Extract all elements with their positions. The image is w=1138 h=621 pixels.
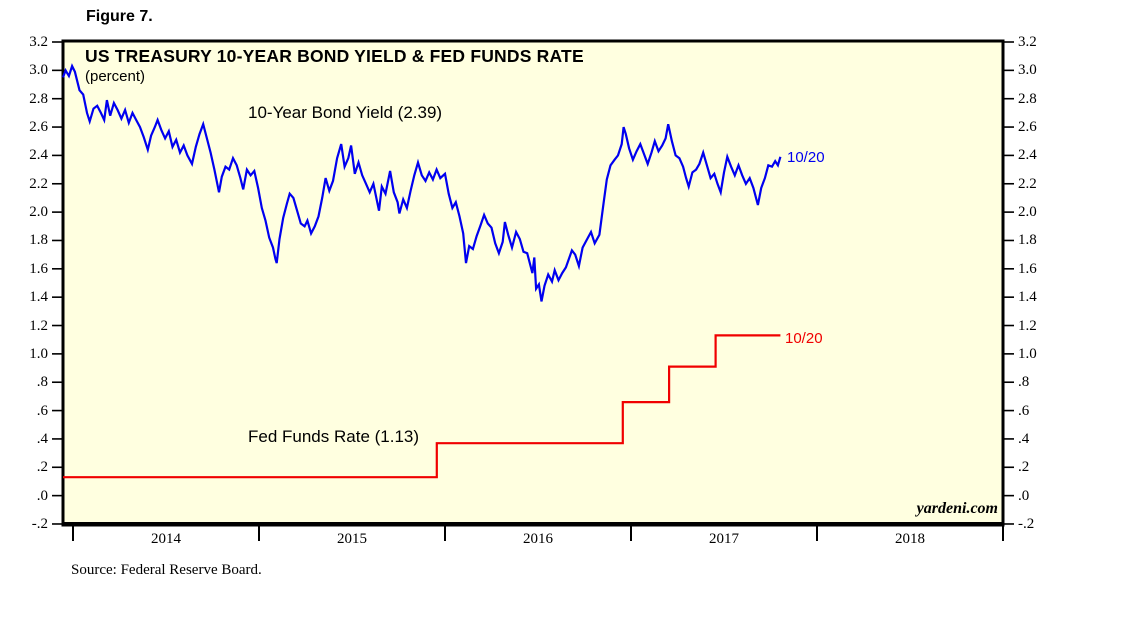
bond-yield-series-label: 10-Year Bond Yield (2.39) [248,103,443,122]
y-tick-label-left: .2 [36,459,48,476]
y-tick-label-left: 2.8 [29,90,48,107]
fed-funds-line [63,334,781,479]
y-tick-label-left: 1.8 [29,232,48,249]
x-tick-label: 2017 [709,531,739,547]
y-tick-label-left: .6 [36,402,48,419]
y-tick-label-left: 2.6 [29,119,48,136]
y-tick-label-right: .8 [1018,374,1030,391]
y-tick-label-right: .2 [1018,459,1030,476]
y-tick-label-left: 2.2 [29,175,48,192]
y-tick-label-left: 2.4 [29,147,48,164]
y-tick-label-right: 2.8 [1018,90,1037,107]
y-tick-label-right: 2.0 [1018,204,1037,221]
chart-title: US TREASURY 10-YEAR BOND YIELD & FED FUN… [85,46,584,66]
y-tick-label-right: 2.2 [1018,175,1037,192]
y-tick-label-left: 3.2 [29,34,48,50]
plot-frame [61,39,1005,527]
y-tick-label-right: 1.8 [1018,232,1037,249]
y-tick-label-right: .4 [1018,430,1030,447]
y-tick-label-left: 3.0 [29,62,48,79]
y-tick-label-right: 1.2 [1018,317,1037,334]
bond-yield-line [61,63,782,302]
x-tick-label: 2018 [895,531,925,547]
x-tick-label: 2015 [337,531,367,547]
y-tick-label-left: 1.0 [29,345,48,362]
y-tick-label-left: 1.6 [29,260,48,277]
x-tick-label: 2014 [151,531,181,547]
y-tick-label-left: 1.2 [29,317,48,334]
y-tick-label-right: 3.0 [1018,62,1037,79]
y-tick-label-left: -.2 [31,515,48,532]
y-tick-label-right: .6 [1018,402,1030,419]
x-tick-label: 2016 [523,531,553,547]
y-tick-label-left: .4 [36,430,48,447]
y-tick-label-right: .0 [1018,487,1030,504]
y-tick-label-right: 1.4 [1018,289,1037,306]
y-tick-label-left: 2.0 [29,204,48,221]
bond-yield-last-date-label: 10/20 [787,149,825,166]
y-tick-label-right: 2.4 [1018,147,1037,164]
source-note: Source: Federal Reserve Board. [71,562,262,578]
y-tick-label-right: 1.6 [1018,260,1037,277]
yardeni-watermark: yardeni.com [916,500,998,517]
fed-funds-last-date-label: 10/20 [785,330,823,347]
y-tick-label-right: -.2 [1018,515,1035,532]
y-tick-label-left: 1.4 [29,289,48,306]
y-tick-label-left: .8 [36,374,48,391]
y-tick-label-right: 1.0 [1018,345,1037,362]
chart-subtitle: (percent) [85,68,146,85]
figure-label: Figure 7. [86,8,153,25]
y-tick-label-left: .0 [36,487,48,504]
y-tick-label-right: 3.2 [1018,34,1037,50]
y-tick-label-right: 2.6 [1018,119,1037,136]
fed-funds-series-label: Fed Funds Rate (1.13) [248,427,420,446]
